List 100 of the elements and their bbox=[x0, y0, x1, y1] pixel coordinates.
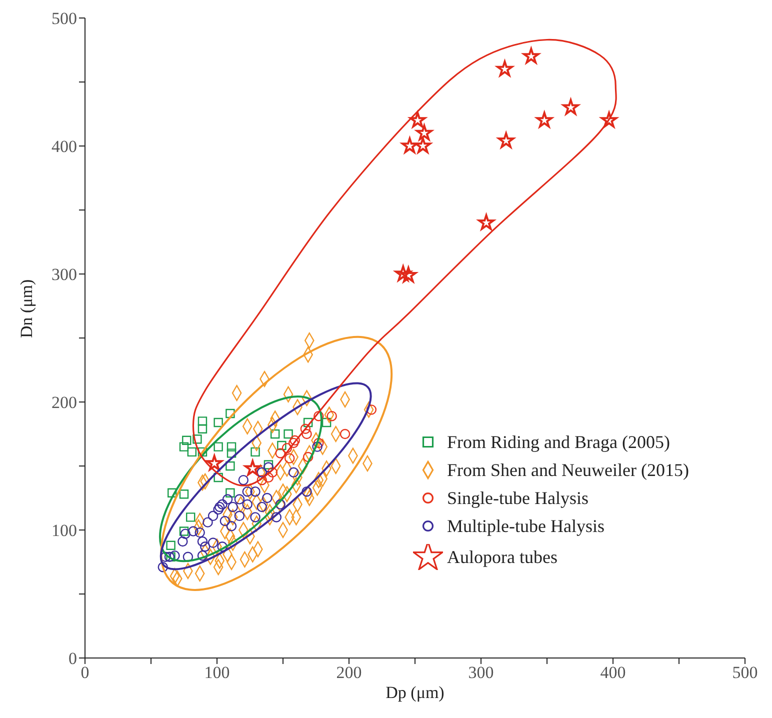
legend-label: From Riding and Braga (2005) bbox=[447, 432, 670, 452]
point bbox=[270, 429, 280, 439]
point bbox=[208, 510, 218, 522]
point bbox=[263, 472, 274, 483]
point bbox=[214, 418, 223, 428]
point bbox=[226, 521, 237, 532]
point bbox=[226, 448, 236, 458]
point bbox=[206, 454, 223, 471]
point bbox=[326, 410, 337, 422]
point bbox=[302, 428, 312, 440]
x-tick-label: 0 bbox=[80, 663, 90, 682]
y-tick-label: 0 bbox=[68, 649, 77, 668]
point bbox=[600, 112, 618, 128]
point bbox=[271, 512, 282, 522]
point bbox=[186, 512, 196, 522]
point bbox=[275, 499, 286, 510]
point bbox=[284, 429, 293, 439]
point bbox=[302, 486, 312, 497]
y-axis-title: Dn (μm) bbox=[17, 279, 36, 338]
point bbox=[217, 499, 228, 510]
point bbox=[226, 408, 235, 418]
point bbox=[226, 442, 236, 452]
point bbox=[256, 474, 267, 486]
point bbox=[409, 112, 426, 128]
point bbox=[214, 472, 223, 482]
x-tick-label: 500 bbox=[732, 663, 758, 682]
point bbox=[202, 517, 213, 528]
x-tick-label: 400 bbox=[600, 663, 626, 682]
point bbox=[312, 442, 322, 452]
point bbox=[220, 516, 230, 526]
point bbox=[284, 453, 295, 464]
point bbox=[158, 562, 168, 572]
point bbox=[322, 418, 332, 428]
y-tick-label: 300 bbox=[52, 265, 77, 284]
point bbox=[340, 428, 350, 440]
point bbox=[303, 418, 313, 428]
point bbox=[197, 550, 208, 561]
point bbox=[217, 542, 228, 552]
point bbox=[302, 452, 314, 462]
y-tick-label: 200 bbox=[52, 393, 77, 412]
point bbox=[250, 447, 260, 457]
point bbox=[187, 447, 197, 457]
point bbox=[170, 550, 180, 561]
point bbox=[200, 542, 210, 552]
point bbox=[166, 540, 176, 550]
point bbox=[290, 435, 300, 446]
point bbox=[242, 486, 252, 497]
y-tick-label: 400 bbox=[52, 137, 77, 156]
point bbox=[192, 434, 202, 444]
point bbox=[197, 536, 208, 547]
x-tick-label: 100 bbox=[204, 663, 230, 682]
point bbox=[498, 132, 514, 148]
point bbox=[226, 488, 235, 498]
legend-label: From Shen and Neuweiler (2015) bbox=[447, 460, 689, 480]
legend-label: Aulopora tubes bbox=[447, 546, 558, 568]
point bbox=[179, 442, 189, 452]
point bbox=[178, 536, 188, 547]
point bbox=[536, 112, 553, 128]
point bbox=[226, 461, 235, 471]
point bbox=[242, 499, 252, 510]
point bbox=[213, 504, 224, 515]
point bbox=[250, 486, 260, 497]
point bbox=[208, 538, 218, 548]
point bbox=[263, 462, 274, 472]
point bbox=[182, 436, 192, 445]
point bbox=[179, 490, 189, 499]
point bbox=[522, 48, 540, 64]
y-tick-label: 100 bbox=[52, 521, 77, 540]
point bbox=[277, 440, 286, 450]
point bbox=[256, 502, 267, 512]
point bbox=[275, 448, 286, 458]
legend-label: Single-tube Halysis bbox=[447, 488, 588, 508]
point bbox=[198, 447, 208, 457]
point bbox=[238, 474, 249, 486]
point bbox=[180, 528, 190, 539]
point bbox=[300, 424, 311, 434]
x-axis-title: Dp (μm) bbox=[386, 683, 444, 702]
point bbox=[414, 137, 432, 154]
point bbox=[182, 552, 194, 562]
point bbox=[366, 404, 377, 415]
point bbox=[314, 438, 324, 448]
point bbox=[198, 416, 208, 426]
y-tick-label: 500 bbox=[52, 9, 77, 28]
point bbox=[168, 488, 177, 498]
point bbox=[314, 410, 324, 422]
point bbox=[234, 494, 245, 504]
point bbox=[214, 502, 225, 512]
legend-label: Multiple-tube Halysis bbox=[447, 516, 604, 536]
point bbox=[179, 526, 189, 536]
point bbox=[288, 438, 299, 448]
point bbox=[267, 467, 278, 478]
point bbox=[282, 442, 292, 454]
point bbox=[214, 442, 223, 452]
x-tick-label: 200 bbox=[336, 663, 362, 682]
point bbox=[256, 467, 267, 478]
point bbox=[198, 424, 208, 434]
point bbox=[288, 467, 299, 478]
point bbox=[394, 265, 412, 282]
point bbox=[250, 512, 260, 522]
point bbox=[264, 460, 274, 470]
